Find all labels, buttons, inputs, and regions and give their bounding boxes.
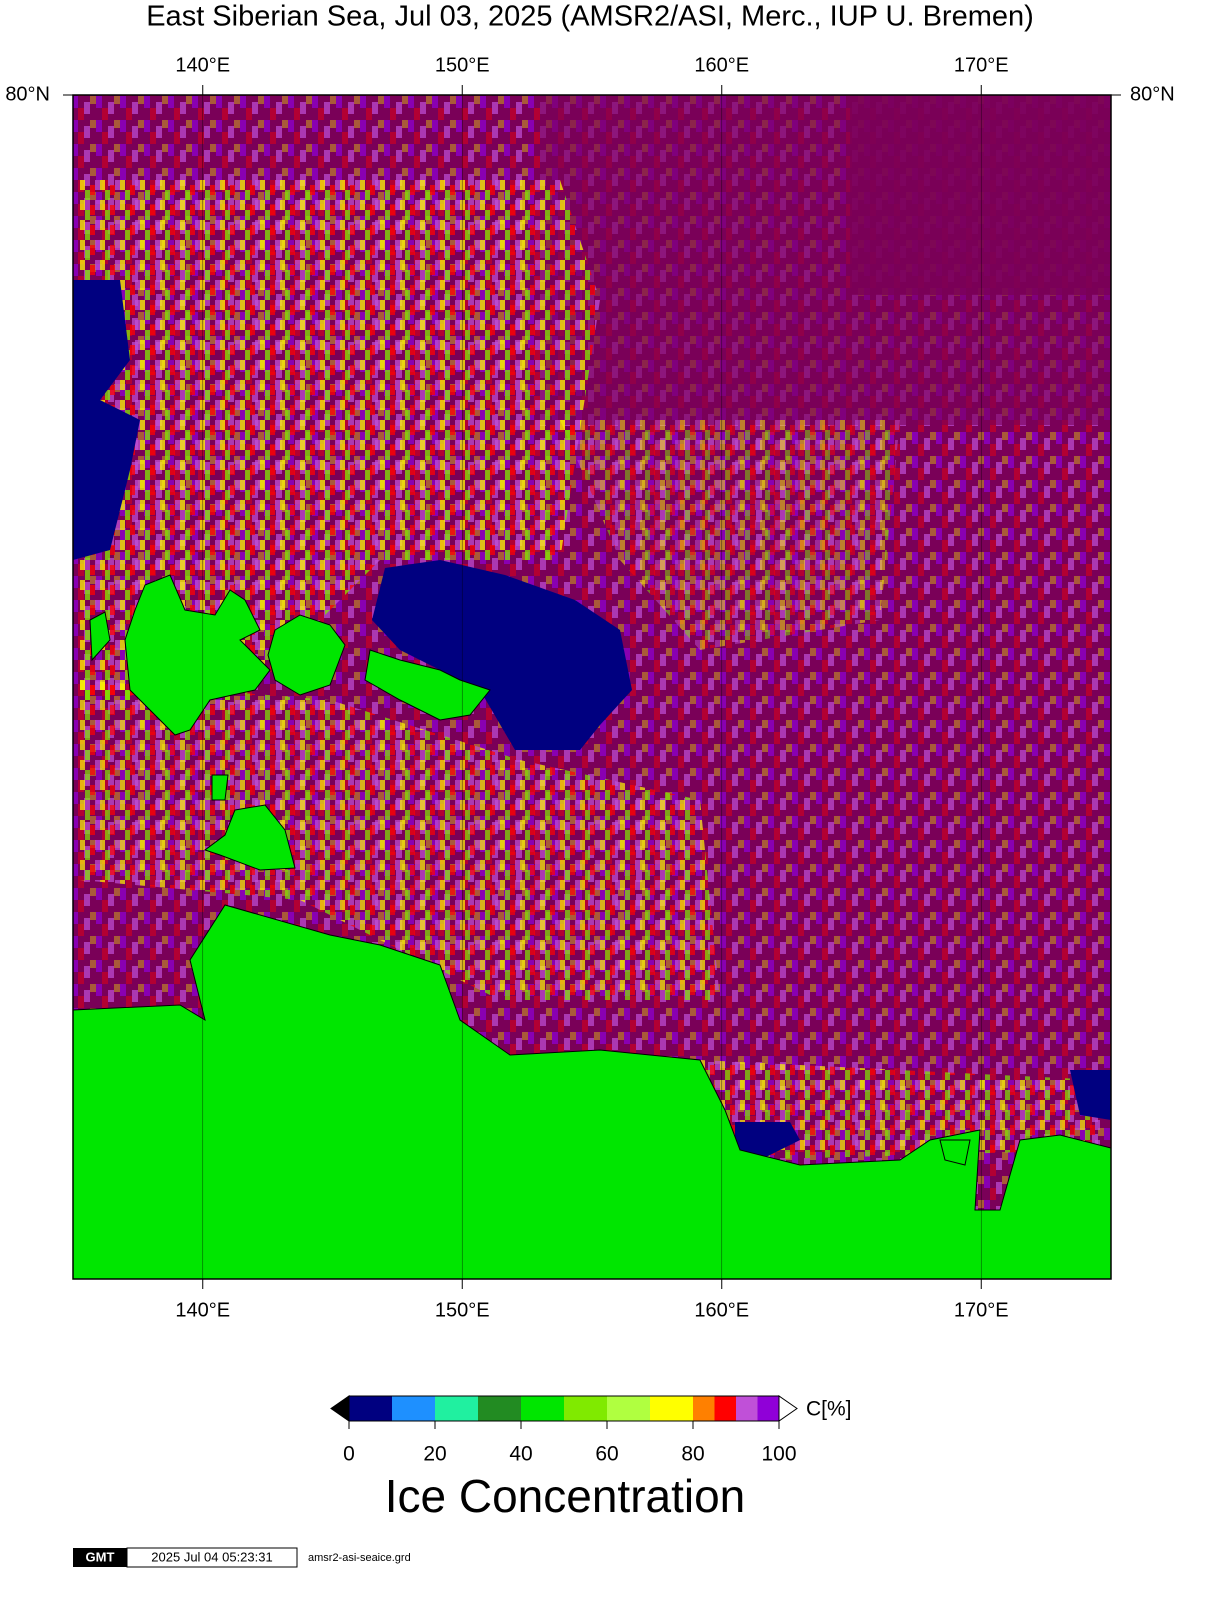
colorbar: 0 20 40 60 80 100	[330, 1395, 798, 1466]
timestamp: 2025 Jul 04 05:23:31	[151, 1549, 272, 1564]
island	[939, 1139, 971, 1166]
island	[364, 649, 491, 721]
gmt-logo	[73, 1548, 127, 1567]
file-name: amsr2-asi-seaice.grd	[308, 1552, 411, 1564]
island	[89, 611, 111, 662]
lon-label: 170°E	[954, 1299, 1009, 1321]
island	[124, 574, 271, 736]
ice-mixed	[80, 680, 720, 1000]
map-ticks: 140°E 140°E 150°E 150°E 160°E 160°E 170°E 170°E…	[5, 54, 1174, 1321]
colorbar-bin	[392, 1396, 435, 1421]
colorbar-bin	[736, 1396, 758, 1421]
lat-label: 80°N	[1130, 83, 1175, 105]
open-water	[73, 280, 140, 560]
colorbar-bin	[521, 1396, 564, 1421]
timestamp-box	[126, 1547, 298, 1568]
map-title: East Siberian Sea, Jul 03, 2025 (AMSR2/A…	[146, 1, 1034, 33]
lon-label: 170°E	[954, 54, 1009, 76]
ice-pack	[850, 95, 1111, 295]
colorbar-unit: C[%]	[806, 1398, 852, 1421]
colorbar-bin	[435, 1396, 478, 1421]
colorbar-tick-label: 60	[595, 1443, 618, 1466]
colorbar-tick-label: 40	[509, 1443, 532, 1466]
map-frame	[72, 94, 1112, 1280]
colorbar-tick-label: 20	[423, 1443, 446, 1466]
ice-mixed	[560, 420, 900, 650]
lon-label: 150°E	[435, 54, 490, 76]
polynya	[372, 560, 632, 750]
island	[211, 774, 229, 801]
open-water	[735, 1122, 800, 1160]
land	[72, 904, 1112, 1280]
lon-label: 140°E	[175, 54, 230, 76]
colorbar-bin	[349, 1396, 392, 1421]
map-area	[72, 94, 1112, 1280]
colorbar-tick-label: 100	[761, 1443, 796, 1466]
island	[203, 804, 296, 871]
gmt-logo-text: GMT	[86, 1549, 115, 1564]
colorbar-bin	[478, 1396, 521, 1421]
open-water	[1070, 1070, 1111, 1120]
colorbar-tick-label: 80	[681, 1443, 704, 1466]
lon-label: 160°E	[694, 1299, 749, 1321]
lon-label: 160°E	[694, 54, 749, 76]
colorbar-bin	[564, 1396, 607, 1421]
over-triangle	[778, 1395, 798, 1422]
footer: GMT 2025 Jul 04 05:23:31 amsr2-asi-seaic…	[73, 1547, 411, 1568]
ice-mixed	[80, 180, 600, 700]
island	[267, 614, 346, 696]
colorbar-frame	[348, 1395, 780, 1422]
colorbar-bin	[757, 1396, 779, 1421]
colorbar-label: Ice Concentration	[385, 1470, 746, 1522]
ice-mixed	[700, 1060, 1100, 1160]
colorbar-bin	[714, 1396, 736, 1421]
colorbar-bin	[693, 1396, 715, 1421]
lon-label: 150°E	[435, 1299, 490, 1321]
under-triangle	[330, 1395, 350, 1422]
colorbar-tick-label: 0	[343, 1443, 355, 1466]
colorbar-bin	[607, 1396, 650, 1421]
colorbar-bin	[650, 1396, 693, 1421]
lon-label: 140°E	[175, 1299, 230, 1321]
lat-label: 80°N	[5, 83, 50, 105]
